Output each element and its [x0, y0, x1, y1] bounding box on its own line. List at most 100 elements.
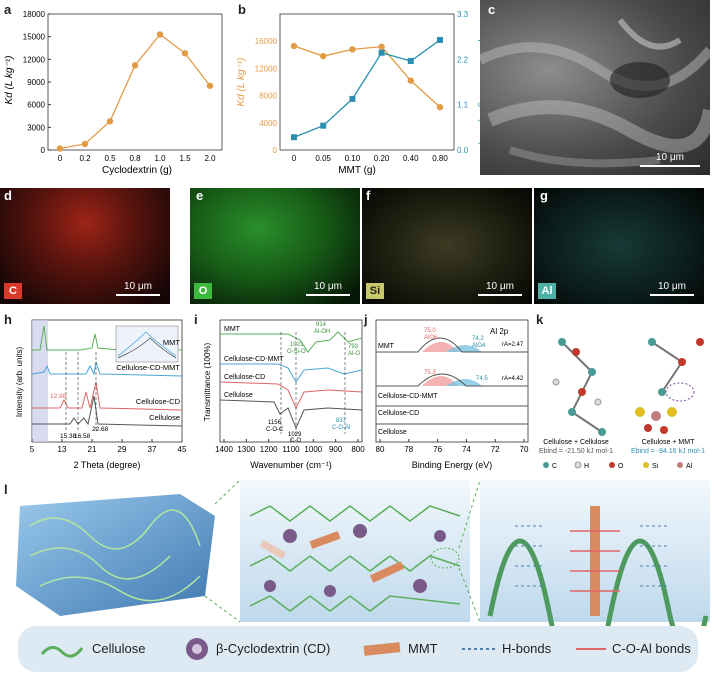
xps-ann-ra1: rA=2.47	[502, 342, 524, 348]
xps-mmt-line	[376, 337, 528, 353]
panel-label-f: f	[366, 188, 371, 203]
ftir-cellulose-line	[219, 399, 363, 430]
k-left-title: Cellulose + Cellulose	[543, 439, 609, 446]
legend-icon-mmt	[363, 642, 401, 656]
chart-b-kd-point	[407, 77, 414, 84]
chart-a-xtick-label: 2.0	[204, 154, 216, 163]
chart-j-ticks-label: 78	[404, 445, 413, 454]
ftir-ann-1029: 1029	[288, 432, 302, 438]
atom-legend-al: Al	[686, 463, 693, 470]
sem-scale-label: 10 μm	[656, 152, 684, 163]
chart-a-point	[56, 145, 64, 152]
chart-b-xtick-label: 0.80	[432, 154, 448, 163]
chart-b-strength-point	[437, 36, 443, 43]
chart-h-ticks-label: 37	[148, 445, 157, 454]
xrd-legend-ccm: Cellulose-CD-MMT	[116, 363, 180, 372]
ftir-ann-1156: 1156	[268, 420, 282, 426]
chart-a-ytick-label: 0	[41, 146, 46, 155]
ftir-legend-cellulose: Cellulose	[224, 392, 253, 399]
panel-label-d: d	[4, 188, 12, 203]
chart-a-xtick-label: 0.2	[79, 154, 91, 163]
chart-b-xtick-label: 0.40	[403, 154, 419, 163]
molecule-cellulose-cellulose	[552, 338, 606, 436]
ftir-ann-osio: O-Si-O	[287, 349, 306, 355]
eds-scale-c: 10 μm	[116, 281, 160, 296]
chart-a-point	[131, 62, 139, 69]
chart-j-ticks-label: 70	[520, 445, 529, 454]
legend-cyclodextrin: β-Cyclodextrin (CD)	[216, 641, 331, 656]
legend-icon-hbonds	[462, 648, 496, 650]
ftir-legend-mmt: MMT	[224, 326, 241, 333]
atom-legend-c: C	[552, 463, 557, 470]
chart-a-ytick-label: 6000	[27, 101, 45, 110]
ftir-ann-aloh: Al-OH	[314, 329, 330, 335]
chart-a-ytick-label: 12000	[23, 55, 46, 64]
atom-legend-h: H	[584, 463, 589, 470]
xrd-legend-cd: Cellulose-CD	[136, 397, 181, 406]
xrd-ann-1658: 16.58	[74, 433, 91, 440]
molecule-panel: Cellulose + Cellulose Ebind = -21.50 kJ …	[539, 338, 705, 470]
sem-image: 10 μm	[480, 0, 710, 175]
chart-j-xlabel: Binding Energy (eV)	[412, 460, 493, 470]
chart-h-ylabel: Intensity (arb. units)	[15, 347, 24, 418]
chart-a-point	[206, 82, 214, 89]
panel-label-g: g	[540, 188, 548, 203]
chart-b-ytick-right: 1.1	[457, 101, 469, 110]
chart-b-xtick-label: 0.10	[345, 154, 361, 163]
chart-a-point	[106, 118, 114, 125]
chart-a-xtick-label: 1.0	[154, 154, 166, 163]
chart-a-xtick-label: 0.5	[104, 154, 116, 163]
eds-tag-al: Al	[538, 283, 556, 299]
eds-map-si: Si 10 μm	[362, 188, 532, 304]
xrd-ann-1298: 12.98	[50, 393, 67, 400]
chart-i-ticks-label: 1200	[260, 445, 278, 454]
chart-a-xlabel: Cyclodextrin (g)	[102, 165, 172, 176]
chart-b-kd-point	[436, 103, 444, 111]
xps-ann-742: 74.2	[472, 336, 484, 342]
chart-b-kd-point	[349, 46, 356, 53]
legend-coal-bonds: C-O-Al bonds	[612, 641, 691, 656]
xps-ann-alo6: AlO6	[424, 335, 438, 341]
chart-h-ticks-label: 45	[178, 445, 187, 454]
chart-i-ticks-label: 800	[351, 445, 365, 454]
legend-icon-coal-bonds	[576, 648, 606, 650]
xrd-cd-line	[32, 381, 183, 411]
chart-a-ytick-label: 15000	[23, 33, 46, 42]
chart-a-xtick-label: 0.8	[129, 154, 141, 163]
chart-b-strength-point	[320, 122, 327, 129]
ftir-legend-cd: Cellulose-CD	[224, 374, 265, 381]
xps-legend-mmt: MMT	[378, 343, 395, 350]
chart-i: MMT Cellulose-CD-MMT Cellulose-CD Cellul…	[203, 319, 365, 470]
ftir-ann-coal: C-O-Al	[332, 425, 350, 431]
molecule-cellulose-mmt	[635, 338, 704, 434]
legend-icon-cyclodextrin	[186, 638, 208, 660]
chart-b-ytick-left: 12000	[255, 64, 278, 73]
xrd-cellulose-line	[32, 395, 183, 427]
chart-b-ytick-left: 4000	[259, 119, 277, 128]
xps-ann-753: 75.3	[424, 370, 436, 376]
legend-hbonds: H-bonds	[502, 641, 552, 656]
xrd-ccm-line	[31, 361, 183, 377]
xps-ann-alo4: AlO4	[472, 343, 486, 349]
ftir-mmt-line	[220, 331, 363, 353]
xps-ann-ra2: rA=4.42	[502, 376, 524, 382]
xps-title: Al 2p	[490, 327, 509, 336]
chart-h-xlabel: 2 Theta (degree)	[74, 460, 141, 470]
chart-a-ytick-label: 9000	[27, 78, 45, 87]
bond-contents	[487, 506, 709, 626]
network-contents	[249, 505, 461, 612]
chart-b-strength-line	[293, 39, 441, 138]
k-right-title: Cellulose + MMT	[642, 439, 695, 446]
chart-i-ylabel: Transmittance (100%)	[203, 342, 212, 421]
eds-tag-o: O	[194, 283, 212, 299]
xrd-ann-1538: 15.38	[60, 433, 77, 440]
chart-b: 0 4000 8000 12000 16000 0.0 1.1 2.2 3.3 0 0.05 0.10…	[236, 10, 488, 176]
eds-map-o: O 10 μm	[190, 188, 360, 304]
chart-b-strength-point	[378, 49, 385, 56]
ftir-ann-793: 793	[348, 344, 359, 350]
panel-label-c: c	[488, 2, 496, 17]
chart-b-xtick-label: 0	[292, 154, 297, 163]
chart-a-point	[156, 31, 164, 38]
legend-cellulose: Cellulose	[92, 641, 146, 656]
chart-b-ytick-left: 8000	[259, 92, 277, 101]
